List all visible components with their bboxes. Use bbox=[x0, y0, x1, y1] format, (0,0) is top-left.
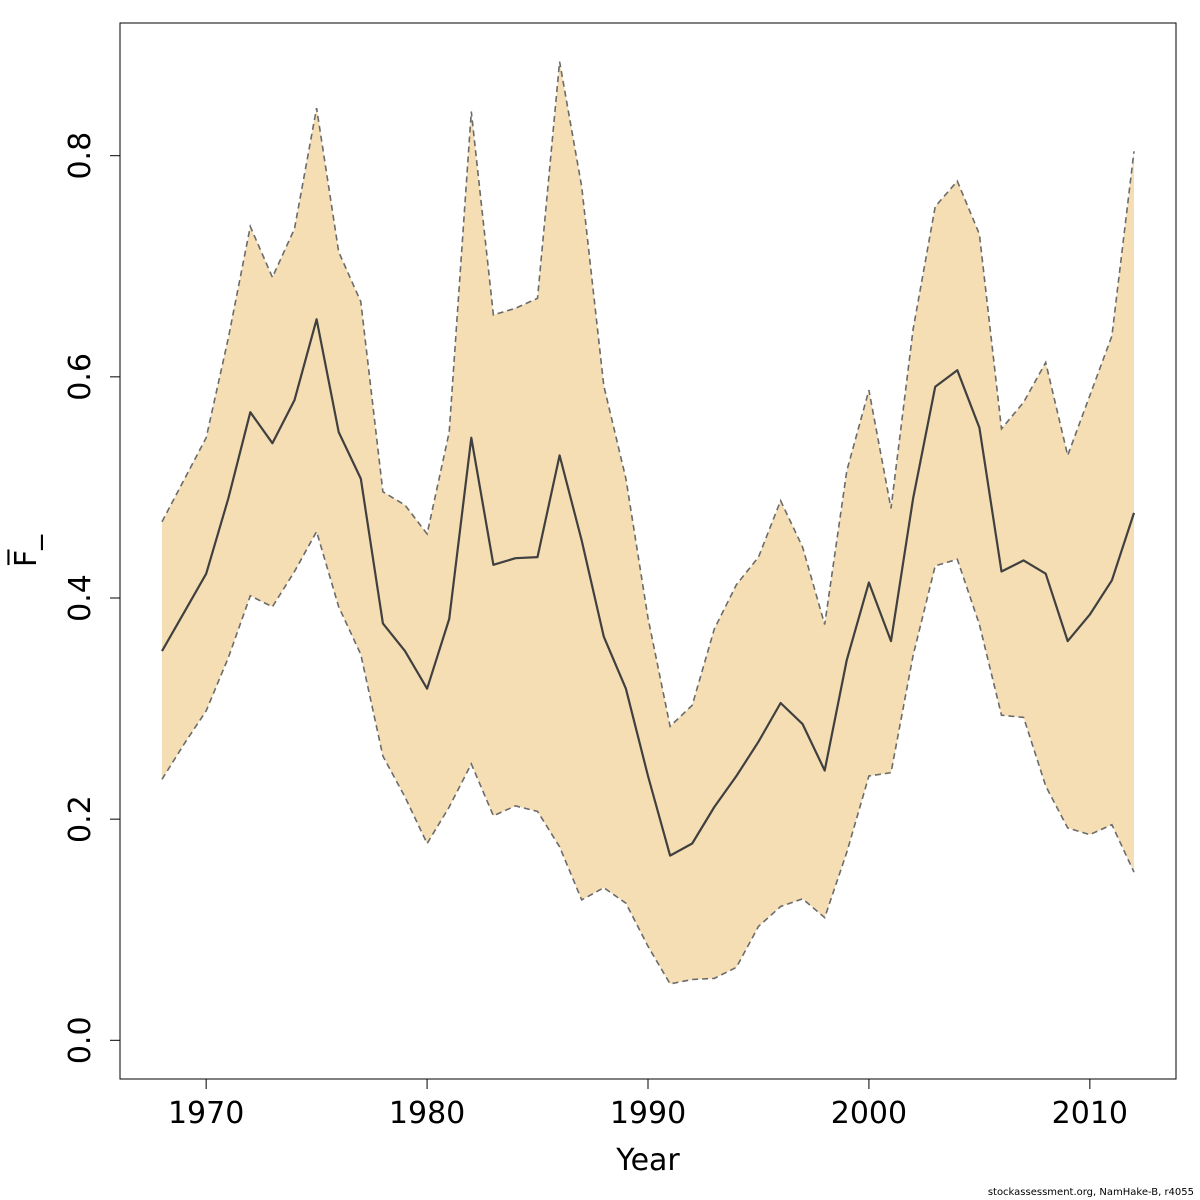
y-tick-label: 0.6 bbox=[63, 353, 98, 401]
x-tick-label: 1990 bbox=[610, 1096, 686, 1131]
x-tick-label: 1970 bbox=[168, 1096, 244, 1131]
estimate-line bbox=[161, 318, 1136, 857]
y-tick-label: 0.0 bbox=[63, 1016, 98, 1064]
estimate-line-layer bbox=[161, 61, 1136, 985]
y-axis: 0.0 0.2 0.4 0.6 0.8 bbox=[63, 132, 121, 1064]
confidence-band bbox=[162, 61, 1134, 984]
confidence-band-layer bbox=[162, 61, 1134, 984]
footer-credit: stockassessment.org, NamHake-B, r4055 bbox=[987, 1187, 1194, 1198]
x-axis: 1970 1980 1990 2000 2010 bbox=[168, 1078, 1128, 1131]
y-tick-label: 0.4 bbox=[63, 574, 98, 622]
lower-bound-line bbox=[161, 529, 1135, 985]
y-axis-title: F̅_ bbox=[7, 534, 44, 567]
x-tick-label: 2000 bbox=[831, 1096, 907, 1131]
x-tick-label: 2010 bbox=[1052, 1096, 1128, 1131]
x-axis-title: Year bbox=[615, 1143, 680, 1178]
upper-bound-line bbox=[161, 61, 1135, 728]
y-tick-label: 0.8 bbox=[63, 132, 98, 180]
x-tick-label: 1980 bbox=[389, 1096, 465, 1131]
y-tick-label: 0.2 bbox=[63, 795, 98, 843]
